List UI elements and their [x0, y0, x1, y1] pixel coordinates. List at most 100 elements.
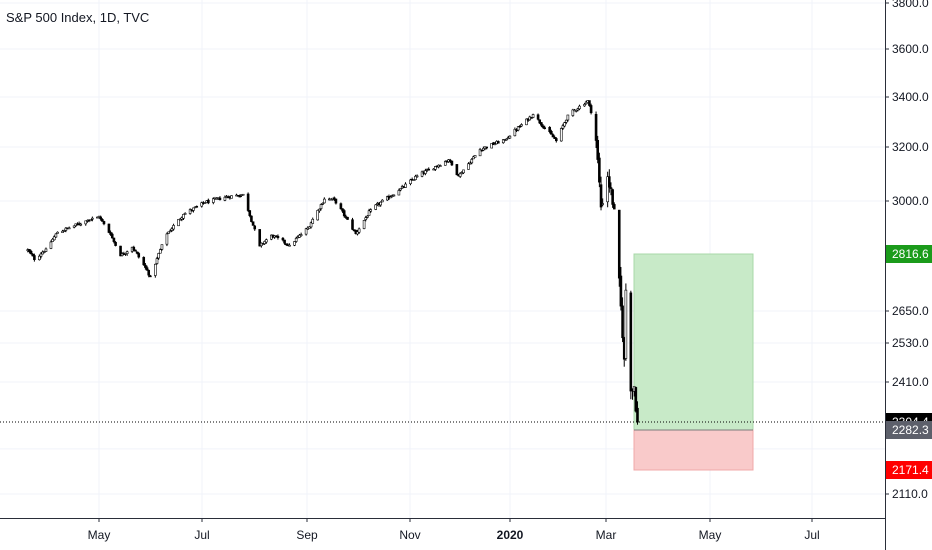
candle-body: [281, 237, 285, 241]
candle: [520, 123, 523, 127]
candle: [49, 240, 53, 250]
candle-body: [594, 114, 598, 141]
candle: [308, 226, 311, 229]
candle: [110, 232, 114, 239]
candle-body: [147, 270, 151, 276]
candle: [392, 194, 396, 197]
candle-body: [468, 162, 472, 165]
candle: [443, 160, 447, 166]
candle: [319, 203, 323, 211]
candle-body: [392, 194, 396, 197]
candle: [44, 247, 48, 252]
candle: [253, 224, 257, 231]
price-label-bg: [886, 461, 932, 479]
candle: [485, 146, 489, 150]
candle: [304, 227, 308, 236]
candle-body: [265, 239, 268, 243]
candle-body: [531, 114, 535, 118]
candle-body: [399, 188, 402, 191]
candle-body: [588, 100, 591, 106]
candle-body: [339, 203, 343, 210]
candle-body: [470, 159, 474, 164]
candle-body: [167, 231, 170, 234]
position-tool[interactable]: [633, 253, 754, 471]
candle: [399, 188, 402, 192]
candle: [490, 143, 493, 149]
candle: [367, 208, 371, 216]
y-tick-label: 3800.0: [892, 0, 929, 10]
candle-body: [609, 187, 613, 189]
loss-zone: [633, 429, 754, 471]
candle: [458, 172, 462, 179]
candle-body: [134, 249, 137, 252]
candle: [420, 170, 424, 178]
candle: [258, 229, 262, 247]
candle: [339, 202, 343, 210]
candle: [261, 242, 265, 245]
candle: [424, 168, 427, 176]
candle-body: [299, 234, 303, 237]
candle-body: [525, 118, 528, 126]
x-tick-label: Jul: [194, 528, 209, 542]
candle: [468, 161, 472, 165]
candle-body: [99, 216, 102, 220]
candle-body: [321, 203, 324, 205]
candle-body: [561, 125, 565, 129]
candle-body: [43, 251, 46, 253]
candle: [530, 117, 533, 119]
candle: [374, 204, 377, 211]
candle: [172, 223, 175, 231]
candle: [455, 164, 459, 176]
candle: [553, 135, 556, 139]
candle-body: [553, 136, 556, 139]
candle-body: [41, 251, 44, 255]
candle: [39, 252, 43, 259]
candle-body: [548, 126, 551, 132]
candle: [467, 162, 470, 170]
candle: [56, 231, 59, 234]
candle: [415, 174, 419, 178]
candle: [576, 107, 580, 112]
candle-body: [84, 220, 88, 225]
candle-body: [207, 199, 210, 204]
grid: [0, 0, 885, 518]
candle: [501, 139, 505, 144]
candle: [144, 263, 147, 270]
candle: [293, 241, 296, 247]
candle-body: [379, 201, 382, 206]
candle: [134, 249, 137, 252]
candle-body: [304, 228, 308, 235]
candle-body: [319, 204, 323, 209]
candle-body: [44, 248, 48, 252]
candle-body: [550, 131, 553, 135]
x-tick-label: 2020: [497, 528, 524, 542]
candle: [294, 236, 298, 243]
candle-body: [309, 222, 313, 228]
candle: [309, 221, 313, 229]
candle: [284, 243, 288, 246]
candle-body: [367, 210, 371, 216]
candle-body: [576, 108, 580, 111]
candle-body: [611, 189, 614, 205]
candle-body: [460, 172, 464, 175]
candle-body: [346, 216, 349, 220]
candle: [51, 237, 54, 242]
candle: [200, 201, 204, 208]
candle: [147, 269, 151, 278]
candle-body: [473, 155, 477, 158]
candle: [84, 220, 88, 226]
candle-body: [61, 230, 64, 234]
candle-body: [480, 149, 484, 152]
price-label-text: 2816.6: [892, 247, 929, 261]
candle: [609, 182, 613, 196]
candle: [299, 232, 303, 237]
candle-body: [149, 275, 152, 278]
candle-body: [629, 292, 633, 392]
candle-body: [51, 238, 54, 242]
candle: [525, 118, 528, 126]
candle: [72, 225, 76, 229]
x-tick-label: Jul: [804, 528, 819, 542]
candle-body: [414, 175, 417, 180]
